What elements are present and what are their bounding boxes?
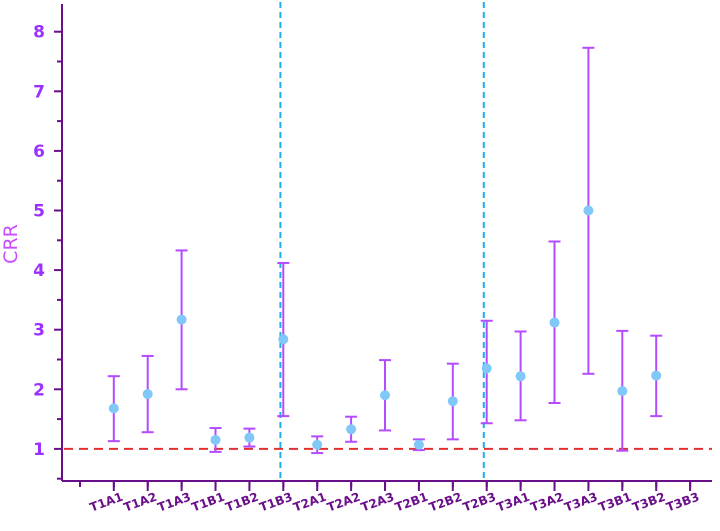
x-ticks: T1A1T1A2T1A3T1B1T1B2T1B3T2A1T2A2T2A3T2B1…	[79, 481, 701, 515]
data-point	[312, 439, 323, 450]
x-tick-label: T2A1	[291, 490, 328, 515]
x-tick-label: T2B3	[461, 490, 498, 515]
data-point	[617, 386, 628, 397]
y-tick-label: 5	[33, 202, 45, 222]
data-points	[108, 205, 662, 450]
x-tick-label: T3B2	[630, 490, 667, 515]
y-tick-label: 3	[33, 321, 45, 341]
x-tick-label: T3B1	[597, 490, 634, 515]
x-tick-label: T3A1	[495, 490, 532, 515]
x-tick-label: T2B1	[393, 490, 430, 515]
data-point	[515, 371, 526, 382]
x-tick-label: T3A2	[529, 490, 566, 515]
data-point	[413, 439, 424, 450]
data-point	[447, 396, 458, 407]
x-tick-label: T1B1	[190, 490, 227, 515]
axes	[61, 4, 712, 482]
data-point	[108, 403, 119, 414]
y-tick-label: 2	[33, 380, 45, 400]
data-point	[176, 314, 187, 325]
x-tick-label: T1A2	[122, 490, 159, 515]
y-tick-label: 7	[33, 82, 45, 102]
x-tick-label: T1B2	[224, 490, 261, 515]
x-tick-label: T1A1	[88, 490, 125, 515]
x-tick-label: T3A3	[563, 490, 600, 515]
y-tick-label: 6	[33, 142, 45, 162]
y-tick-label: 4	[33, 261, 45, 281]
data-point	[278, 334, 289, 345]
data-point	[244, 432, 255, 443]
data-point	[142, 389, 153, 400]
data-point	[549, 317, 560, 328]
x-tick-label: T2B2	[427, 490, 464, 515]
data-point	[380, 390, 390, 401]
data-point	[481, 363, 492, 374]
data-point	[583, 205, 594, 216]
data-point	[210, 434, 221, 445]
x-tick-label: T2A2	[325, 490, 362, 515]
y-tick-label: 1	[33, 440, 45, 460]
y-axis-label: CRR	[0, 224, 22, 264]
x-tick-label: T2A3	[359, 490, 396, 515]
y-ticks: 1 2 3 4 5 6 7 8	[33, 23, 62, 480]
data-point	[651, 370, 662, 381]
y-tick-label: 8	[33, 23, 45, 43]
x-tick-label: T1B3	[258, 490, 295, 515]
x-tick-label: T3B3	[664, 490, 701, 515]
x-tick-label: T1A3	[156, 490, 193, 515]
data-point	[346, 424, 357, 435]
